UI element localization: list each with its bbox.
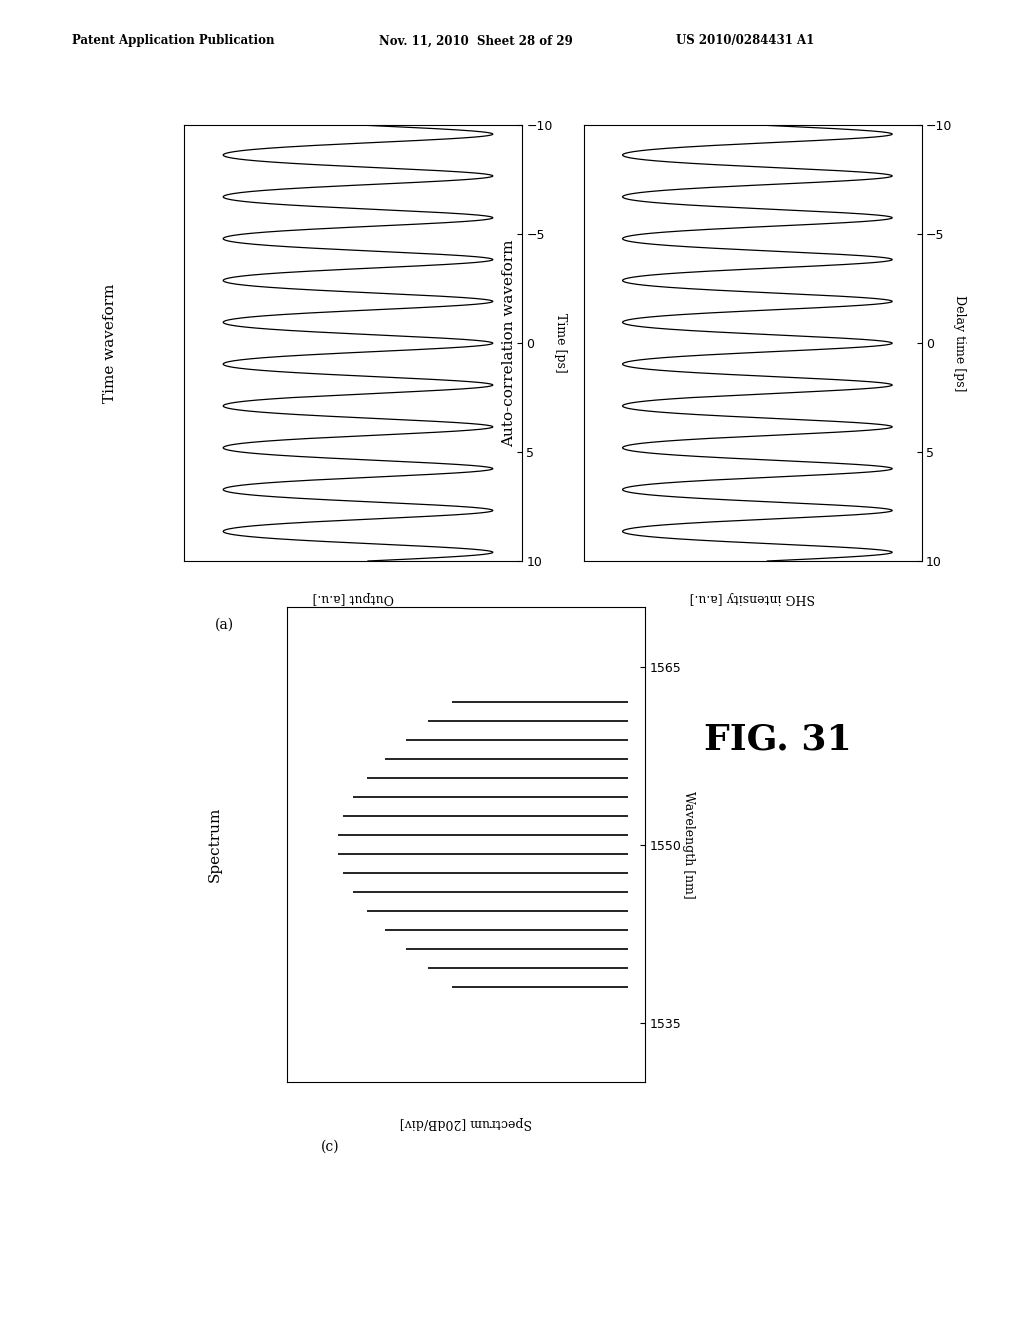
Text: Spectrum [20dB/div]: Spectrum [20dB/div] [399, 1115, 532, 1129]
Y-axis label: Time [ps]: Time [ps] [554, 313, 566, 374]
Text: Output [a.u.]: Output [a.u.] [312, 591, 394, 605]
Text: Auto-correlation waveform: Auto-correlation waveform [503, 239, 516, 447]
Text: FIG. 31: FIG. 31 [705, 722, 852, 756]
Text: Nov. 11, 2010  Sheet 28 of 29: Nov. 11, 2010 Sheet 28 of 29 [379, 34, 572, 48]
Text: (b): (b) [614, 618, 634, 632]
Y-axis label: Delay time [ps]: Delay time [ps] [953, 294, 966, 392]
Text: (c): (c) [321, 1139, 339, 1154]
Text: US 2010/0284431 A1: US 2010/0284431 A1 [676, 34, 814, 48]
Text: Spectrum: Spectrum [208, 807, 222, 883]
Text: (a): (a) [215, 618, 234, 632]
Text: Time waveform: Time waveform [103, 284, 117, 403]
Y-axis label: Wavelength [nm]: Wavelength [nm] [682, 791, 695, 899]
Text: Patent Application Publication: Patent Application Publication [72, 34, 274, 48]
Text: SHG intensity [a.u.]: SHG intensity [a.u.] [690, 591, 815, 605]
